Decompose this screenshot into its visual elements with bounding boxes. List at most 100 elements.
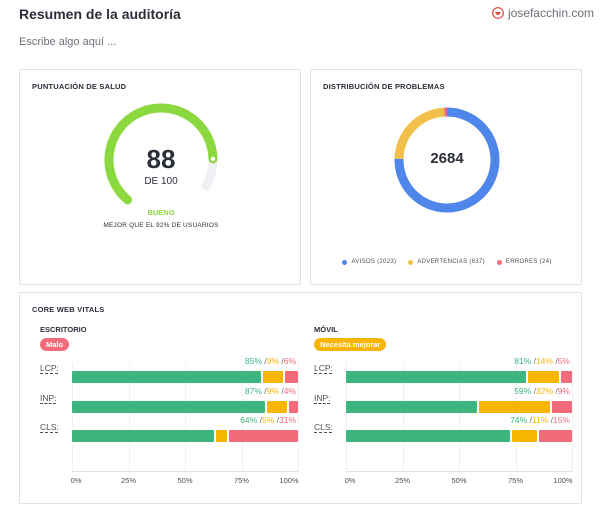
metric-label-movil-inp[interactable]: INP: [314, 393, 331, 403]
metric-label-movil-cls[interactable]: CLS: [314, 422, 333, 432]
pct-ni-escritorio-inp: 9% [266, 386, 279, 396]
issues-donut [394, 107, 500, 213]
legend-item-advertencias[interactable]: ADVERTENCIAS (637) [408, 259, 485, 265]
metric-percentages-movil-lcp: 81% /14% /5% [514, 356, 570, 366]
metric-label-escritorio-cls[interactable]: CLS: [40, 422, 59, 432]
pct-good-escritorio-cls: 64% [240, 415, 258, 425]
bar-seg-poor-movil-cls [538, 430, 572, 442]
axis-tick-escritorio-4: 100% [279, 476, 299, 485]
bar-seg-good-movil-lcp [346, 371, 526, 383]
bar-seg-good-escritorio-inp [72, 401, 266, 413]
axis-tick-escritorio-1: 25% [120, 476, 137, 485]
legend-label-avisos: AVISOS (2023) [351, 259, 397, 265]
brand[interactable]: josefacchin.com [492, 6, 594, 20]
pct-good-escritorio-lcp: 85% [244, 356, 262, 366]
axis-tick-movil-4: 100% [553, 476, 573, 485]
metric-bar-movil-lcp[interactable] [346, 371, 572, 383]
metric-bar-movil-cls[interactable] [346, 430, 572, 442]
page-title: Resumen de la auditoría [19, 6, 181, 22]
grid-line-escritorio-0 [72, 363, 73, 473]
grid-line-movil-4 [572, 363, 573, 473]
metric-bar-escritorio-lcp[interactable] [72, 371, 298, 383]
grid-line-movil-2 [459, 363, 460, 473]
gauge-fill [104, 103, 218, 205]
legend-item-errores[interactable]: ERRORES (24) [496, 259, 552, 265]
pct-poor-movil-inp: 9% [557, 386, 570, 396]
axis-line-movil [346, 471, 572, 472]
brand-label: josefacchin.com [507, 6, 594, 20]
legend-item-avisos[interactable]: AVISOS (2023) [342, 259, 396, 265]
axis-tick-movil-1: 25% [394, 476, 411, 485]
pct-ni-movil-lcp: 14% [535, 356, 553, 366]
gauge-knob [210, 156, 216, 162]
pct-sep-movil-inp-2: / [552, 386, 558, 396]
device-label-movil: MÓVIL [314, 325, 338, 334]
metric-bar-movil-inp[interactable] [346, 401, 572, 413]
bar-seg-ni-movil-inp [478, 401, 550, 413]
pct-good-movil-cls: 74% [510, 415, 528, 425]
grid-line-escritorio-3 [241, 363, 243, 473]
health-score-card: PUNTUACIÓN DE SALUD 88 DE 100 BUENO MEJO… [19, 69, 301, 285]
metric-bar-escritorio-cls[interactable] [72, 430, 298, 442]
pct-sep-escritorio-inp-1: / [261, 386, 267, 396]
health-rating: BUENO [147, 208, 175, 217]
bar-seg-ni-movil-lcp [527, 371, 559, 383]
pct-ni-movil-cls: 11% [531, 415, 549, 425]
bar-seg-good-movil-cls [346, 430, 511, 442]
pct-ni-escritorio-lcp: 9% [266, 356, 279, 366]
donut-segment-avisos[interactable] [394, 107, 500, 213]
donut-segment-advertencias[interactable] [394, 107, 445, 160]
grid-line-escritorio-2 [185, 363, 186, 473]
bar-seg-poor-escritorio-lcp [284, 371, 298, 383]
bar-seg-ni-escritorio-inp [267, 401, 288, 413]
pct-sep-movil-inp-1: / [531, 386, 536, 396]
issues-legend: AVISOS (2023) ADVERTENCIAS (637) ERRORES… [311, 259, 583, 265]
bar-seg-ni-movil-cls [512, 430, 537, 442]
health-score-title: PUNTUACIÓN DE SALUD [32, 82, 127, 91]
metric-label-escritorio-lcp[interactable]: LCP: [40, 363, 59, 373]
notes-input[interactable]: Escribe algo aquí ... [19, 36, 117, 48]
bar-seg-good-escritorio-cls [72, 430, 215, 442]
grid-line-movil-1 [402, 363, 404, 473]
pct-poor-escritorio-lcp: 6% [283, 356, 296, 366]
pct-poor-escritorio-inp: 4% [283, 386, 296, 396]
pct-sep-escritorio-cls-1: / [257, 415, 262, 425]
health-comparison: MEJOR QUE EL 92% DE USUARIOS [103, 222, 219, 229]
health-score-value: 88 [146, 144, 176, 174]
metric-percentages-movil-inp: 59% /32% /9% [514, 386, 570, 396]
issues-distribution-title: DISTRIBUCIÓN DE PROBLEMAS [323, 82, 445, 91]
pct-good-escritorio-inp: 87% [244, 386, 262, 396]
bar-seg-ni-escritorio-cls [216, 430, 228, 442]
metric-percentages-movil-cls: 74% /11% /15% [510, 415, 570, 425]
axis-tick-movil-2: 50% [451, 476, 467, 485]
axis-line-escritorio [72, 471, 298, 472]
issues-total: 2684 [430, 150, 464, 167]
metric-label-movil-lcp[interactable]: LCP: [314, 363, 333, 373]
health-gauge [104, 103, 218, 205]
legend-dot-advertencias [408, 259, 414, 265]
legend-dot-avisos [342, 259, 348, 265]
legend-dot-errores [496, 259, 502, 265]
core-web-vitals-card: CORE WEB VITALS ESCRITORIO Malo LCP: 85% /9… [19, 292, 582, 504]
legend-label-advertencias: ADVERTENCIAS (637) [417, 259, 485, 265]
metric-label-escritorio-inp[interactable]: INP: [40, 393, 57, 403]
pct-sep-escritorio-cls-2: / [274, 415, 279, 425]
device-label-escritorio: ESCRITORIO [40, 325, 87, 334]
axis-tick-escritorio-2: 50% [177, 476, 193, 485]
bar-seg-poor-escritorio-inp [289, 401, 298, 413]
axis-tick-movil-3: 75% [507, 476, 524, 485]
pct-sep-escritorio-inp-2: / [278, 386, 284, 396]
grid-line-movil-3 [515, 363, 517, 473]
metric-bar-escritorio-inp[interactable] [72, 401, 298, 413]
pct-sep-escritorio-lcp-1: / [261, 356, 267, 366]
pct-sep-movil-cls-2: / [548, 415, 553, 425]
pct-good-movil-lcp: 81% [514, 356, 532, 366]
pct-sep-escritorio-lcp-2: / [278, 356, 284, 366]
brand-logo-icon [492, 7, 504, 19]
bar-seg-good-movil-inp [346, 401, 477, 413]
bar-seg-poor-movil-inp [552, 401, 572, 413]
pct-poor-movil-lcp: 5% [557, 356, 570, 366]
pct-good-movil-inp: 59% [514, 386, 532, 396]
pct-poor-movil-cls: 15% [552, 415, 570, 425]
grid-line-movil-0 [346, 363, 347, 473]
